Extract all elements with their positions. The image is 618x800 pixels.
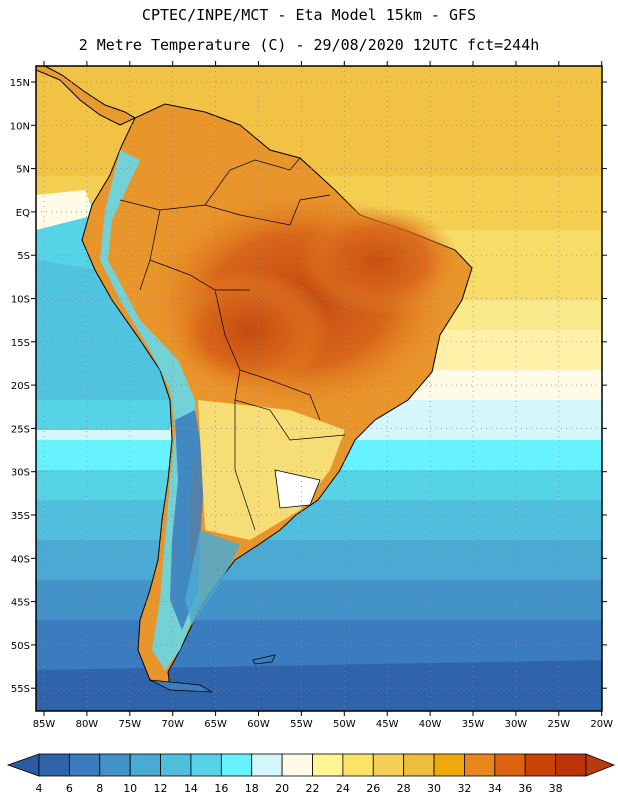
lat-label: 5S: [17, 251, 30, 262]
colorbar-swatch: [555, 753, 587, 777]
colorbar-swatch: [433, 753, 465, 777]
colorbar-swatch: [464, 753, 496, 777]
colorbar-label: 6: [66, 782, 73, 795]
colorbar-swatch: [99, 753, 131, 777]
lat-label: 10N: [10, 121, 30, 132]
colorbar-swatch: [160, 753, 192, 777]
colorbar-swatch: [342, 753, 374, 777]
colorbar-swatch: [312, 753, 344, 777]
lon-label: 80W: [76, 719, 99, 730]
colorbar-over-arrow: [585, 753, 616, 777]
lon-label: 25W: [547, 719, 570, 730]
colorbar-swatch: [220, 753, 253, 777]
lon-label: 40W: [419, 719, 442, 730]
colorbar-swatch: [494, 753, 526, 777]
colorbar-swatch: [403, 753, 435, 777]
map-frame: [35, 65, 603, 712]
lat-label: 5N: [16, 165, 30, 176]
lon-label: 70W: [161, 719, 184, 730]
colorbar-label: 16: [214, 782, 228, 795]
lon-label: 45W: [376, 719, 399, 730]
latitude-axis: 15N 10N 5N EQ 5S 10S 15S 20S 25S 30S 35S 40S 45S 50S 5…: [10, 78, 607, 695]
colorbar-under-arrow: [6, 753, 40, 777]
lat-label: 20S: [11, 381, 30, 392]
lat-label: 15N: [10, 78, 30, 89]
lon-label: 50W: [333, 719, 356, 730]
colorbar-swatch: [524, 753, 557, 777]
colorbar-label: 30: [427, 782, 441, 795]
lon-label: 30W: [505, 719, 528, 730]
colorbar-label: 20: [275, 782, 289, 795]
colorbar-label: 36: [518, 782, 532, 795]
colorbar-swatch: [190, 753, 222, 777]
map-title: CPTEC/INPE/MCT - Eta Model 15km - GFS: [141, 6, 477, 24]
colorbar-label: 18: [245, 782, 259, 795]
colorbar: 4 6 8 10 12 14 16 18 20 22 24 26 28 30 32 34 36 38: [6, 753, 616, 795]
colorbar-label: 24: [336, 782, 350, 795]
lon-label: 65W: [204, 719, 227, 730]
colorbar-label: 14: [184, 782, 198, 795]
lat-label: EQ: [16, 208, 30, 219]
colorbar-label: 28: [397, 782, 411, 795]
lat-label: 40S: [11, 554, 30, 565]
longitude-axis: 85W 80W 75W 70W 65W 60W 55W 50W 45W 40W 35W 30W 25W 2…: [33, 61, 613, 730]
lat-label: 50S: [11, 641, 30, 652]
lat-label: 30S: [11, 468, 30, 479]
lat-label: 10S: [11, 295, 30, 306]
colorbar-swatch: [68, 753, 101, 777]
lat-label: 45S: [11, 598, 30, 609]
lon-label: 35W: [462, 719, 485, 730]
colorbar-label: 8: [96, 782, 103, 795]
colorbar-swatch: [251, 753, 283, 777]
country-borders: [119, 157, 346, 531]
lon-label: 75W: [118, 719, 141, 730]
lat-label: 25S: [11, 424, 30, 435]
colorbar-label: 32: [457, 782, 471, 795]
colorbar-label: 12: [154, 782, 168, 795]
map-field: [36, 66, 602, 711]
lat-label: 55S: [11, 684, 30, 695]
colorbar-label: 38: [549, 782, 563, 795]
lon-label: 85W: [33, 719, 56, 730]
lon-label: 60W: [247, 719, 270, 730]
lat-label: 35S: [11, 511, 30, 522]
colorbar-swatch: [38, 753, 70, 777]
colorbar-label: 10: [123, 782, 137, 795]
colorbar-swatch: [129, 753, 161, 777]
colorbar-label: 22: [306, 782, 320, 795]
lon-label: 20W: [590, 719, 613, 730]
colorbar-swatch: [372, 753, 405, 777]
lat-label: 15S: [11, 338, 30, 349]
colorbar-label: 4: [36, 782, 43, 795]
colorbar-label: 34: [488, 782, 502, 795]
colorbar-swatch: [281, 753, 313, 777]
lon-label: 55W: [290, 719, 313, 730]
colorbar-label: 26: [366, 782, 380, 795]
map-subtitle: 2 Metre Temperature (C) - 29/08/2020 12U…: [78, 36, 540, 54]
